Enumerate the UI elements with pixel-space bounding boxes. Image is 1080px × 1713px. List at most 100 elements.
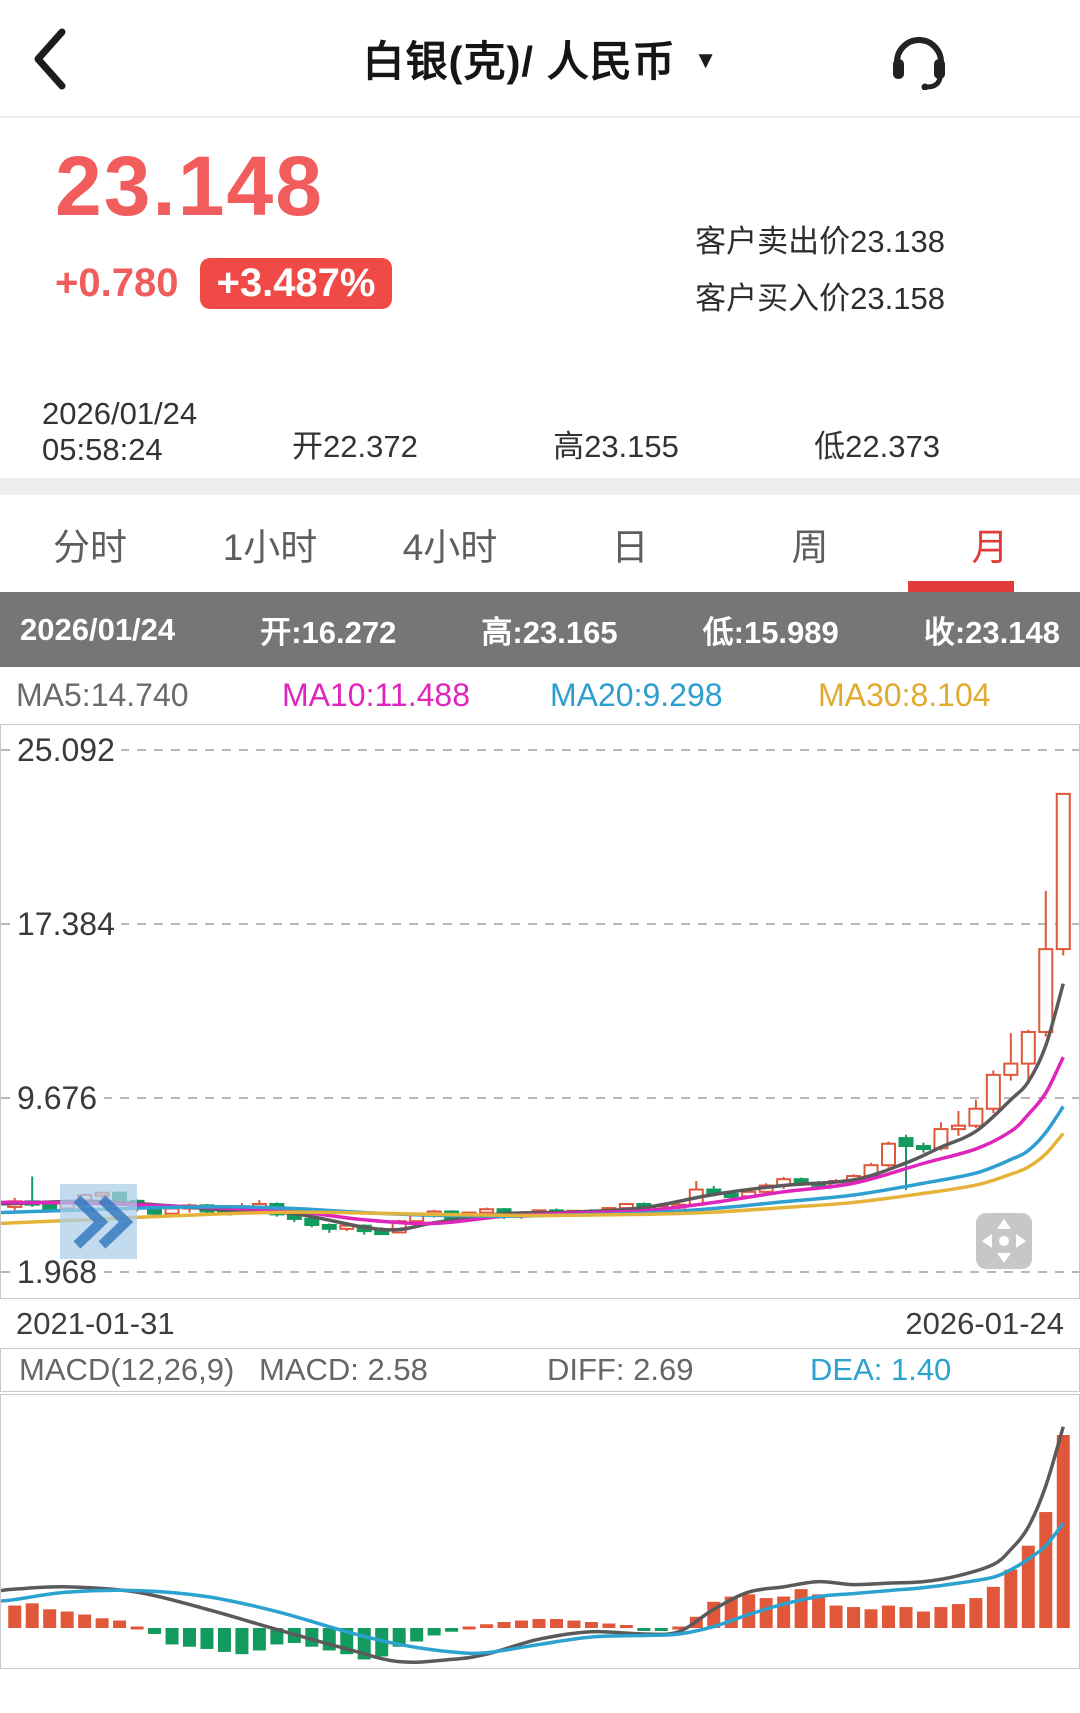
candle-down [304,1217,320,1227]
x-axis-start-date: 2021-01-31 [16,1305,175,1341]
candle-up [968,1107,984,1127]
dea-value: DEA: 1.40 [810,1352,952,1387]
macd-bar-positive [742,1594,756,1628]
macd-bar-negative [165,1628,179,1645]
tab-week[interactable]: 周 [791,526,829,568]
tab-minute[interactable]: 分时 [53,526,127,568]
day-high: 高23.155 [553,429,679,464]
quote-datetime: 2026/01/24 05:58:24 [42,396,292,468]
macd-bar-positive [951,1604,965,1628]
macd-histogram [8,1435,1070,1660]
macd-bar-positive [480,1624,494,1628]
candle-up [339,1224,355,1230]
macd-bar-positive [584,1622,598,1628]
active-tab-indicator [908,581,1014,592]
macd-bar-positive [672,1626,686,1630]
macd-bar-positive [899,1607,913,1628]
instrument-selector[interactable]: 白银(克)/ 人民币 ▼ [362,28,717,89]
tab-day[interactable]: 日 [611,526,649,568]
macd-bar-positive [969,1598,983,1628]
macd-bar-positive [532,1619,546,1628]
macd-bar-positive [829,1605,843,1628]
candle-high: 高:23.165 [481,615,618,650]
macd-bar-negative [235,1628,249,1655]
candle-ohlc-bar: 2026/01/24 开:16.272 高:23.165 低:15.989 收:… [0,592,1080,667]
quote-date: 2026/01/24 [42,396,198,431]
macd-chart[interactable] [0,1394,1080,1669]
macd-bar-negative [148,1628,162,1634]
fast-forward-icon [73,1195,109,1249]
back-button[interactable] [28,24,88,94]
pan-icon[interactable] [976,1213,1032,1269]
macd-bar-positive [794,1589,808,1628]
macd-bar-negative [392,1628,406,1647]
price-change-percent-badge: +3.487% [200,258,392,309]
y-axis-tick: 17.384 [17,906,115,942]
macd-bar-positive [916,1611,930,1628]
macd-bar-negative [654,1628,668,1631]
y-axis-tick: 25.092 [17,732,115,768]
tab-month[interactable]: 月 [971,526,1009,568]
candle-up [1003,1062,1019,1076]
x-axis-end-date: 2026-01-24 [905,1305,1064,1341]
customer-service-button[interactable] [890,26,948,90]
macd-bar-positive [812,1594,826,1628]
macd-bar-positive [1039,1512,1053,1628]
day-low: 低22.373 [814,429,940,464]
macd-bar-positive [934,1607,948,1628]
macd-bar-positive [567,1620,581,1628]
ma30-line [1,1132,1065,1226]
ma5-line [1,983,1065,1232]
candle-up [950,1124,966,1131]
macd-bar-positive [515,1620,529,1628]
macd-bar-positive [882,1605,896,1628]
quote-time: 05:58:24 [42,432,163,467]
chevron-down-icon: ▼ [693,47,718,74]
macd-bar-positive [25,1603,39,1628]
ma20-line [1,1105,1065,1218]
tab-1hour[interactable]: 1小时 [222,526,318,568]
macd-bar-positive [60,1611,74,1628]
macd-bar-positive [864,1609,878,1628]
macd-bar-negative [200,1628,214,1649]
candle-up [479,1208,495,1214]
candle-date: 2026/01/24 [20,611,176,647]
ma10-line [1,1056,1065,1226]
fast-forward-icon [98,1195,134,1249]
macd-bar-negative [252,1628,266,1651]
macd-bar-positive [986,1586,1000,1628]
dea-line [1,1522,1065,1656]
candle-up [1020,1030,1036,1065]
candle-up [1038,948,1054,1033]
y-axis-tick: 1.968 [17,1254,97,1290]
macd-bar-positive [462,1626,476,1630]
diff-value: DIFF: 2.69 [547,1352,694,1387]
candle-up [164,1207,180,1215]
macd-bar-positive [43,1609,57,1628]
macd-bar-positive [130,1626,144,1630]
customer-buy-price: 客户买入价23.158 [695,281,945,316]
macd-bar-positive [1056,1435,1070,1628]
ma20-value: MA20:9.298 [550,677,723,713]
customer-sell-price: 客户卖出价23.138 [695,224,945,259]
macd-bar-positive [602,1623,616,1628]
candle-up [881,1142,897,1167]
macd-bar-negative [427,1628,441,1636]
candle-down [321,1224,337,1230]
candle-up [985,1073,1001,1110]
macd-bar-negative [637,1628,651,1631]
candle-down [915,1144,931,1150]
macd-bar-positive [95,1618,109,1628]
candlestick-chart[interactable]: 25.092 17.384 9.676 1.968 [0,724,1080,1299]
macd-bar-negative [445,1628,459,1632]
macd-bar-positive [619,1625,633,1629]
timeframe-tabs: 分时 1小时 4小时 日 周 月 [0,495,1080,592]
day-open: 开22.372 [292,429,418,464]
macd-bar-negative [217,1628,231,1652]
ma30-value: MA30:8.104 [818,677,991,713]
price-change: +0.780 [55,261,179,305]
y-axis-tick: 9.676 [17,1080,97,1116]
macd-bar-positive [78,1614,92,1628]
section-divider [0,478,1080,495]
tab-4hour[interactable]: 4小时 [402,526,498,568]
